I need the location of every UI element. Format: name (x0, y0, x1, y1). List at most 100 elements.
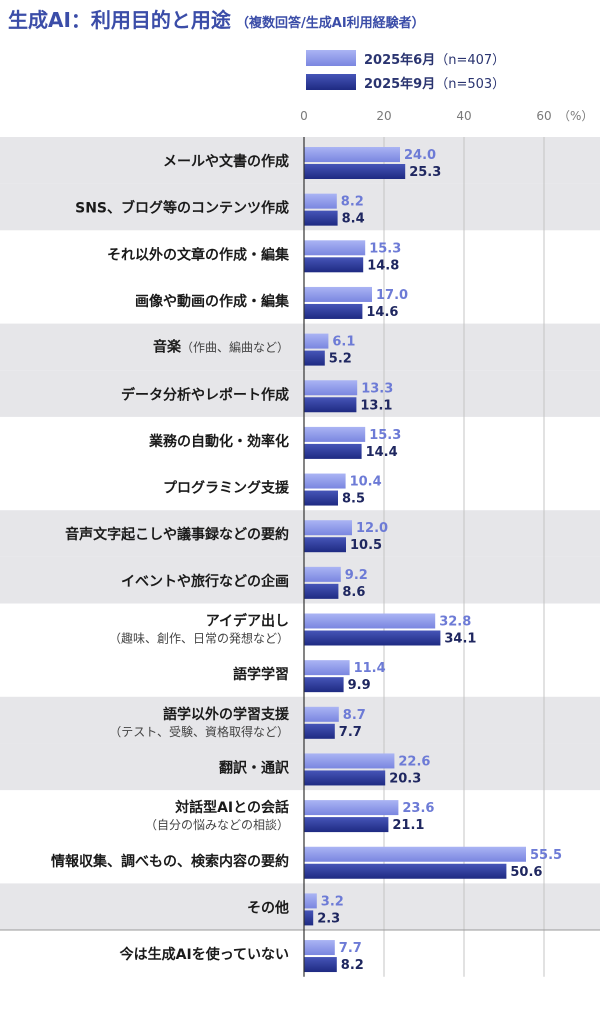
bar-jun (304, 147, 400, 162)
value-label-sep: 8.2 (341, 958, 364, 973)
x-tick-label: 0 (300, 109, 308, 123)
bar-sep (304, 910, 314, 926)
row-band (0, 183, 600, 231)
bar-jun (304, 193, 337, 209)
chart-title-main: 生成AI：利用目的と用途 (8, 8, 231, 32)
bar-sep (304, 723, 335, 739)
value-label-jun: 7.7 (339, 941, 362, 956)
chart-title: 生成AI：利用目的と用途 （複数回答/生成AI利用経験者） (8, 4, 425, 33)
category-label: 音声文字起こしや議事録などの要約 (65, 526, 289, 543)
bar-jun (304, 846, 526, 862)
category-label: アイデア出し (206, 613, 289, 630)
category-label: 業務の自動化・効率化 (148, 433, 289, 450)
value-label-sep: 2.3 (317, 911, 340, 926)
value-label-jun: 24.0 (404, 148, 436, 163)
row-band (0, 323, 600, 371)
category-note: （自分の悩みなどの相談） (145, 817, 289, 832)
value-label-sep: 9.9 (348, 678, 371, 693)
bar-sep (304, 257, 364, 273)
x-unit-label: （%） (558, 109, 593, 123)
category-label: その他 (247, 899, 289, 916)
category-label: 今は生成AIを使っていない (119, 946, 289, 963)
bar-jun (304, 800, 399, 816)
value-label-sep: 14.6 (366, 305, 398, 320)
bar-jun (304, 333, 329, 349)
value-label-jun: 55.5 (530, 848, 562, 863)
bar-sep (304, 957, 337, 973)
bar-jun (304, 660, 350, 676)
value-label-jun: 22.6 (398, 754, 430, 769)
category-label: それ以外の文章の作成・編集 (107, 246, 290, 263)
value-label-sep: 10.5 (350, 538, 382, 553)
value-label-jun: 8.2 (341, 195, 364, 210)
category-note: （趣味、創作、日常の発想など） (109, 631, 289, 646)
row-band (0, 743, 600, 791)
category-label: 対話型AIとの会話 (174, 799, 289, 816)
value-label-jun: 32.8 (439, 615, 471, 630)
bar-sep (304, 350, 325, 366)
bar-sep (304, 583, 339, 599)
bar-sep (304, 210, 338, 226)
bar-sep (304, 770, 386, 786)
category-label: 翻訳・通訳 (219, 759, 290, 776)
value-label-jun: 3.2 (321, 894, 344, 909)
value-label-sep: 13.1 (360, 398, 392, 413)
bar-sep (304, 443, 362, 459)
bar-jun (304, 613, 436, 629)
value-label-sep: 34.1 (444, 632, 476, 647)
bar-sep (304, 490, 338, 506)
category-label: SNS、ブログ等のコンテンツ作成 (75, 200, 289, 217)
x-tick-label: 40 (456, 109, 471, 123)
bar-jun (304, 426, 366, 442)
value-label-sep: 14.4 (366, 445, 398, 460)
category-label: メールや文書の作成 (163, 153, 289, 170)
value-label-jun: 15.3 (369, 428, 401, 443)
category-label: プログラミング支援 (163, 480, 290, 497)
value-label-sep: 8.6 (342, 585, 365, 600)
value-label-jun: 17.0 (376, 288, 408, 303)
bar-jun (304, 566, 341, 582)
value-label-jun: 23.6 (402, 801, 434, 816)
value-label-jun: 6.1 (332, 335, 355, 350)
category-label: 音楽（作曲、編曲など） (153, 339, 289, 356)
bar-jun (304, 380, 358, 396)
value-label-sep: 21.1 (392, 818, 424, 833)
legend-swatch-jun (306, 50, 356, 66)
row-band (0, 137, 600, 184)
value-label-sep: 8.5 (342, 492, 365, 507)
value-label-jun: 11.4 (354, 661, 386, 676)
bar-jun (304, 473, 346, 489)
legend-swatch-sep (306, 74, 356, 90)
value-label-jun: 8.7 (343, 708, 366, 723)
category-note: （テスト、受験、資格取得など） (109, 724, 289, 739)
bar-jun (304, 520, 352, 536)
legend-item-sep: 2025年9月（n=503） (306, 70, 505, 94)
value-label-jun: 9.2 (345, 568, 368, 583)
bar-sep (304, 630, 441, 646)
legend-label-sep: 2025年9月（n=503） (364, 76, 506, 92)
bar-sep (304, 164, 406, 179)
category-label: イベントや旅行などの企画 (121, 573, 289, 590)
bar-jun (304, 240, 366, 256)
bar-sep (304, 303, 363, 319)
row-band (0, 370, 600, 417)
bar-sep (304, 397, 357, 413)
legend-label-jun: 2025年6月（n=407） (364, 52, 506, 68)
value-label-sep: 14.8 (367, 258, 399, 273)
x-tick-label: 20 (376, 109, 391, 123)
category-label: 語学学習 (233, 666, 289, 683)
value-label-jun: 13.3 (361, 381, 393, 396)
row-band (0, 556, 600, 604)
value-label-jun: 10.4 (350, 475, 382, 490)
value-label-sep: 50.6 (510, 865, 542, 880)
bar-jun (304, 893, 317, 909)
category-label: 語学以外の学習支援 (163, 706, 290, 723)
bar-sep (304, 537, 346, 553)
category-label: データ分析やレポート作成 (121, 386, 289, 403)
bar-jun (304, 706, 339, 722)
row-band (0, 510, 600, 557)
bar-jun (304, 753, 395, 769)
value-label-jun: 12.0 (356, 521, 388, 536)
bar-jun (304, 940, 335, 956)
value-label-sep: 25.3 (409, 165, 441, 180)
